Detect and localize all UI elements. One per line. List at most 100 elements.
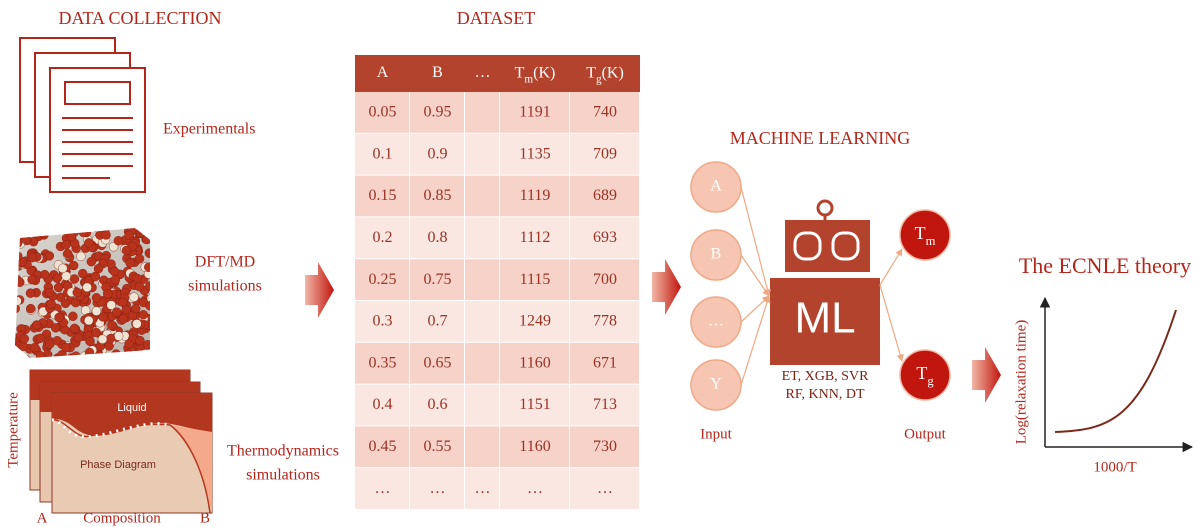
- connector: [879, 284, 904, 362]
- particle: [46, 299, 56, 309]
- table-cell: 1191: [519, 104, 550, 121]
- table-cell-bg: [465, 92, 499, 133]
- particle: [141, 228, 150, 235]
- particle: [52, 336, 62, 346]
- particle: [142, 234, 150, 245]
- particle: [37, 228, 47, 235]
- input-node: [690, 296, 742, 348]
- particle: [87, 228, 98, 232]
- output-node-label: Tm: [915, 223, 936, 248]
- particle: [15, 353, 26, 358]
- table-cell: 671: [593, 354, 617, 371]
- input-node-label: Y: [710, 376, 722, 393]
- particle: [54, 312, 64, 323]
- table-cell: 0.35: [369, 354, 397, 371]
- table-cell: 1160: [519, 438, 550, 455]
- table-cell-bg: [500, 217, 569, 259]
- flow-arrow: [652, 259, 681, 315]
- particle: [15, 349, 22, 358]
- particle: [146, 228, 150, 236]
- algorithm-list: RF, KNN, DT: [786, 387, 865, 402]
- input-label: Input: [700, 426, 732, 442]
- section-title: DATASET: [457, 8, 536, 28]
- table-cell-bg: [570, 384, 639, 426]
- source-label: Experimentals: [163, 121, 255, 138]
- particle: [112, 307, 122, 317]
- particle: [118, 314, 129, 324]
- table-cell-bg: [570, 468, 639, 509]
- particle: [15, 238, 23, 248]
- particle: [124, 230, 134, 240]
- output-label: Output: [904, 426, 947, 442]
- table-cell-bg: [410, 301, 464, 342]
- axis-label: B: [200, 510, 210, 526]
- table-cell-bg: [410, 342, 464, 384]
- table-cell-bg: [570, 342, 639, 384]
- table-cell: 693: [593, 229, 617, 246]
- particle: [101, 230, 111, 240]
- particle: [77, 228, 87, 232]
- particle: [142, 340, 150, 350]
- input-node: [690, 359, 742, 411]
- documents-icon: [19, 37, 146, 193]
- axis-label: 1000/T: [1093, 459, 1136, 475]
- table-cell: 1160: [519, 354, 550, 371]
- particle: [15, 296, 22, 306]
- table-cell: 0.4: [373, 396, 393, 413]
- particle: [30, 342, 40, 353]
- particle: [40, 269, 50, 280]
- particle: [122, 349, 133, 358]
- table-cell-bg: [570, 133, 639, 175]
- phase-label: Liquid: [117, 402, 146, 414]
- table-cell-bg: [465, 301, 499, 342]
- table-cell: 0.15: [369, 187, 397, 204]
- source-label: Thermodynamics: [227, 443, 339, 460]
- algorithm-list: ET, XGB, SVR: [782, 369, 870, 384]
- table-cell-bg: [355, 217, 409, 259]
- phase-label: Phase Diagram: [80, 459, 156, 471]
- table-cell: 1115: [520, 271, 551, 288]
- particle: [52, 273, 62, 284]
- table-cell-bg: [410, 92, 464, 133]
- particle: [17, 257, 27, 267]
- particle: [84, 315, 94, 326]
- table-cell-bg: [570, 217, 639, 259]
- particle: [86, 256, 97, 267]
- particle: [78, 268, 88, 279]
- table-cell-bg: [410, 468, 464, 509]
- output-node-label-sub: m: [926, 234, 936, 248]
- table-cell: …: [597, 480, 613, 497]
- particle: [78, 228, 89, 238]
- table-cell-bg: [410, 384, 464, 426]
- particle: [91, 293, 102, 303]
- particle: [107, 320, 117, 330]
- particle: [105, 333, 116, 344]
- particle: [146, 293, 150, 304]
- table-cell-bg: [570, 175, 639, 217]
- particle: [37, 228, 47, 234]
- output-node-label-sub: g: [927, 374, 934, 388]
- particle: [106, 300, 116, 310]
- particle: [45, 287, 55, 298]
- output-node-label-base: T: [915, 223, 926, 243]
- table-cell-bg: [500, 92, 569, 133]
- table-cell-bg: [355, 259, 409, 300]
- particle: [58, 263, 68, 274]
- table-cell-bg: [465, 342, 499, 384]
- particle: [25, 288, 36, 298]
- particle: [111, 349, 121, 358]
- output-node-label-base: T: [916, 363, 927, 383]
- particle: [53, 228, 63, 232]
- table-cell: …: [475, 480, 491, 497]
- table-cell-bg: [500, 259, 569, 300]
- output-node-label: Tg: [916, 363, 934, 388]
- table-cell: 1135: [519, 145, 550, 162]
- flow-arrow: [972, 347, 1001, 403]
- table-cell: 1119: [520, 187, 551, 204]
- particle: [19, 334, 30, 344]
- particle: [125, 258, 135, 268]
- table-cell: 0.1: [373, 145, 393, 162]
- table-header-unit: (K): [533, 64, 555, 81]
- table-cell: …: [430, 480, 446, 497]
